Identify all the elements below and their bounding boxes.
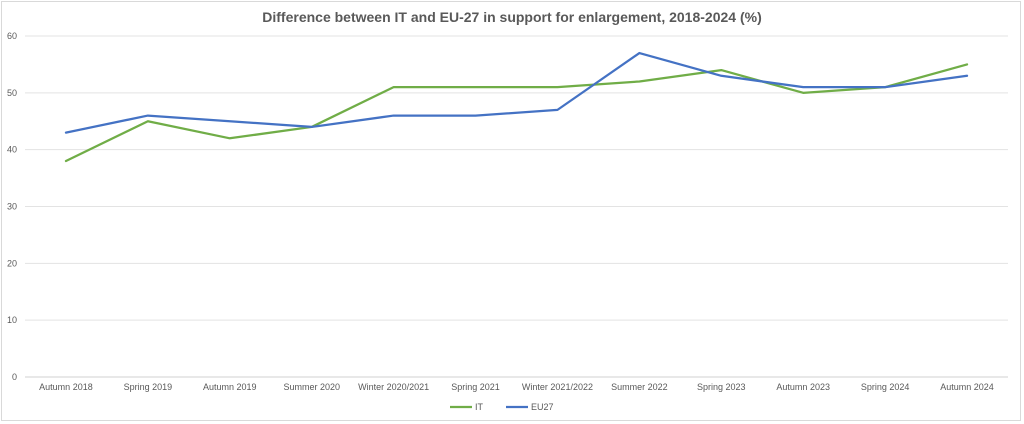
x-tick-label: Summer 2020	[283, 382, 340, 392]
x-axis-tick-labels: Autumn 2018 Spring 2019 Autumn 2019 Summer …	[39, 382, 994, 392]
x-tick-label: Spring 2021	[451, 382, 500, 392]
chart-title: Difference between IT and EU-27 in suppo…	[262, 9, 761, 25]
legend-label: IT	[475, 402, 484, 412]
legend: IT EU27	[450, 402, 554, 412]
x-tick-label: Summer 2022	[611, 382, 668, 392]
y-tick-label: 10	[7, 315, 17, 325]
x-tick-label: Spring 2023	[697, 382, 746, 392]
gridlines	[25, 35, 1008, 378]
y-tick-label: 30	[7, 202, 17, 212]
x-tick-label: Autumn 2018	[39, 382, 93, 392]
x-tick-label: Winter 2020/2021	[358, 382, 429, 392]
y-tick-label: 20	[7, 258, 17, 268]
legend-item-eu27: EU27	[506, 402, 554, 412]
x-tick-label: Spring 2024	[861, 382, 910, 392]
y-axis-tick-labels: 0 10 20 30 40 50 60	[7, 31, 17, 382]
series-line-it	[64, 63, 969, 163]
x-tick-label: Spring 2019	[124, 382, 173, 392]
y-tick-label: 50	[7, 88, 17, 98]
x-tick-label: Winter 2021/2022	[522, 382, 593, 392]
legend-item-it: IT	[450, 402, 484, 412]
x-tick-label: Autumn 2024	[940, 382, 994, 392]
series-lines	[64, 51, 969, 163]
series-line-eu27	[64, 51, 969, 134]
x-tick-label: Autumn 2019	[203, 382, 257, 392]
legend-label: EU27	[531, 402, 554, 412]
y-tick-label: 60	[7, 31, 17, 41]
y-tick-label: 40	[7, 145, 17, 155]
y-tick-label: 0	[12, 372, 17, 382]
x-tick-label: Autumn 2023	[776, 382, 830, 392]
